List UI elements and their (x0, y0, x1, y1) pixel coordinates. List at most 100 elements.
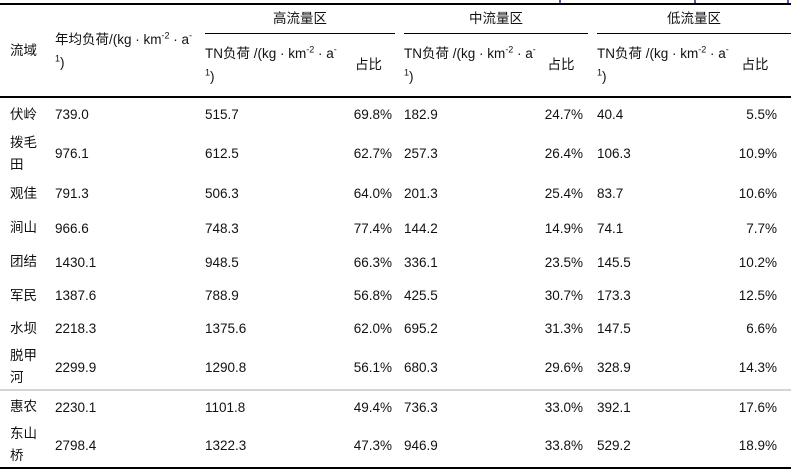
pct-high-cell: 64.0% (353, 186, 392, 201)
tn-load-high-cell: 948.5 (205, 254, 239, 270)
spacer-cell (197, 279, 205, 312)
spacer-cell (588, 211, 597, 245)
pct-high-cell: 62.7% (353, 146, 392, 161)
table-row: 东山桥 2798.4 1322.3 47.3% 946.9 33.8% 529.… (0, 423, 791, 468)
spacer-cell (197, 211, 205, 245)
tn-load-low-cell: 40.4 (597, 107, 624, 122)
tn-load-high-cell: 1322.3 (205, 437, 247, 453)
annual-load-cell: 1430.1 (55, 254, 97, 270)
cropped-text-artifact (787, 0, 789, 3)
basin-name-cell: 涧山 (10, 220, 37, 235)
spacer-cell (588, 176, 597, 211)
table-row: 拨毛田 976.1 612.5 62.7% 257.3 26.4% 106.3 … (0, 131, 791, 176)
pct-low-cell: 10.9% (738, 146, 777, 161)
tn-load-high-cell: 1290.8 (205, 359, 247, 375)
pct-mid-cell: 25.4% (544, 186, 583, 201)
pct-mid-cell: 26.4% (544, 146, 583, 161)
spacer-cell (395, 345, 404, 390)
group-header-mid-flow: 中流量区 (404, 4, 588, 34)
basin-name-cell: 惠农 (0, 389, 47, 423)
spacer-cell (588, 4, 597, 98)
spacer-cell (395, 4, 404, 98)
pct-mid-cell: 24.7% (544, 107, 583, 122)
group-header-high-flow: 高流量区 (205, 4, 395, 34)
spacer-cell (588, 97, 597, 131)
spacer-cell (588, 389, 597, 423)
basin-name-cell: 观佳 (10, 185, 37, 201)
annual-load-cell: 2299.9 (55, 359, 97, 375)
tn-load-high-cell: 1101.8 (205, 389, 345, 423)
table-row: 军民 1387.6 788.9 56.8% 425.5 30.7% 173.3 … (0, 279, 791, 312)
table-row: 伏岭 739.0 515.7 69.8% 182.9 24.7% 40.4 5.… (0, 97, 791, 131)
table-row: 团结 1430.1 948.5 66.3% 336.1 23.5% 145.5 … (0, 245, 791, 279)
pct-high-cell: 47.3% (353, 437, 392, 453)
tn-load-low-cell: 328.9 (597, 359, 631, 375)
pct-mid-cell: 33.0% (539, 389, 588, 423)
pct-low-cell: 10.6% (738, 186, 777, 201)
spacer-cell (197, 423, 205, 468)
pct-high-cell: 66.3% (353, 254, 392, 270)
tn-load-mid-cell: 182.9 (404, 107, 438, 122)
tn-load-header-mid: TN负荷 /(kg · km-2 · a- 1) (404, 33, 539, 98)
annual-load-cell: 2218.3 (55, 321, 97, 336)
tn-load-header-high: TN负荷 /(kg · km-2 · a- 1) (205, 33, 345, 98)
spacer-cell (197, 131, 205, 176)
group-header-row: 流域 年均负荷/(kg · km-2 · a- 1) 高流量区 中流量区 低流量区 (0, 4, 791, 98)
annual-load-cell: 791.3 (55, 186, 89, 201)
spacer-cell (197, 245, 205, 279)
spacer-cell (588, 345, 597, 390)
tn-load-high-cell: 788.9 (205, 288, 239, 303)
spacer-cell (395, 176, 404, 211)
tn-load-mid-cell: 144.2 (404, 220, 438, 236)
pct-mid-cell: 33.8% (544, 437, 583, 453)
spacer-cell (588, 423, 597, 468)
cropped-text-artifact (559, 0, 561, 3)
pct-header-low: 占比 (733, 33, 791, 98)
spacer-cell (395, 211, 404, 245)
tn-load-header-low: TN负荷 /(kg · km-2 · a- 1) (597, 33, 733, 98)
annual-load-cell: 976.1 (55, 146, 89, 161)
annual-load-cell: 1387.6 (55, 288, 97, 303)
spacer-cell (197, 4, 205, 98)
tn-load-high-cell: 612.5 (205, 146, 239, 161)
table-body: 伏岭 739.0 515.7 69.8% 182.9 24.7% 40.4 5.… (0, 97, 791, 468)
tn-load-low-cell: 83.7 (597, 186, 624, 201)
pct-high-cell: 62.0% (353, 321, 392, 336)
tn-load-high-cell: 515.7 (205, 107, 239, 122)
basin-name-cell: 东山桥 (10, 426, 37, 463)
spacer-cell (197, 176, 205, 211)
spacer-cell (395, 131, 404, 176)
spacer-cell (588, 131, 597, 176)
spacer-cell (197, 345, 205, 390)
pct-mid-cell: 31.3% (544, 321, 583, 336)
basin-name-cell: 团结 (10, 254, 37, 269)
tn-load-mid-cell: 257.3 (404, 146, 438, 161)
annual-load-column-header: 年均负荷/(kg · km-2 · a- 1) (47, 4, 197, 98)
tn-load-mid-cell: 425.5 (404, 288, 438, 303)
pct-low-cell: 7.7% (746, 220, 777, 236)
tn-load-high-cell: 506.3 (205, 186, 239, 201)
table-row: 涧山 966.6 748.3 77.4% 144.2 14.9% 74.1 7.… (0, 211, 791, 245)
spacer-cell (395, 279, 404, 312)
unit-header-row: TN负荷 /(kg · km-2 · a- 1) 占比 TN负荷 /(kg · k… (0, 33, 791, 98)
tn-load-low-cell: 74.1 (597, 220, 624, 236)
pct-high-cell: 69.8% (353, 107, 392, 122)
pct-low-cell: 14.3% (738, 359, 777, 375)
basin-name-cell: 拨毛田 (10, 134, 37, 172)
tn-load-low-cell: 106.3 (597, 146, 631, 161)
cropped-text-artifact (694, 0, 696, 3)
pct-low-cell: 10.2% (738, 254, 777, 270)
tn-load-high-cell: 1375.6 (205, 321, 247, 336)
tn-load-low-cell: 392.1 (597, 389, 733, 423)
spacer-cell (588, 245, 597, 279)
pct-low-cell: 5.5% (746, 107, 777, 122)
pct-mid-cell: 14.9% (544, 220, 583, 236)
annual-load-cell: 966.6 (55, 220, 89, 236)
spacer-cell (197, 389, 205, 423)
basin-name-cell: 军民 (10, 287, 37, 303)
pct-high-cell: 77.4% (353, 220, 392, 236)
tn-load-mid-cell: 336.1 (404, 254, 438, 270)
annual-load-cell: 739.0 (55, 107, 89, 122)
tn-load-mid-cell: 695.2 (404, 321, 438, 336)
